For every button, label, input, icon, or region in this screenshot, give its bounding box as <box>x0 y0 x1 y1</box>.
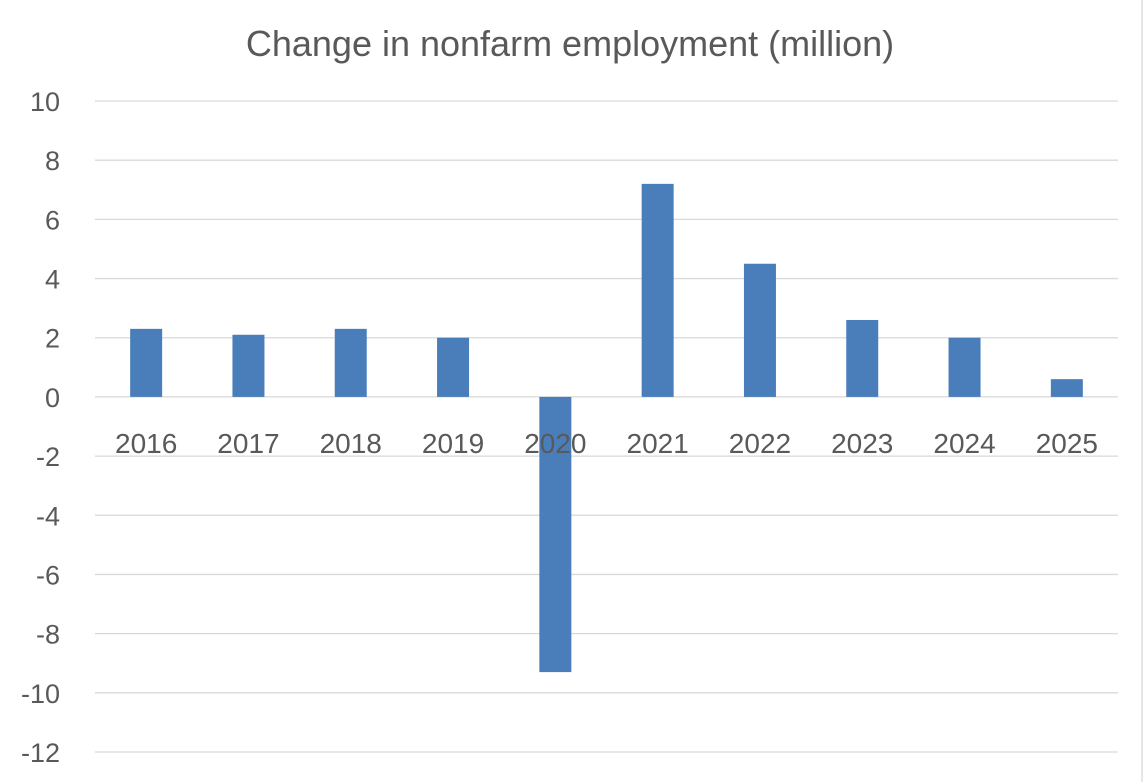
y-tick-label: 8 <box>45 146 60 176</box>
y-tick-label: 0 <box>45 383 60 413</box>
bar-2016 <box>130 328 163 397</box>
y-tick-label: -2 <box>36 442 60 472</box>
x-tick-label: 2024 <box>933 428 995 459</box>
bar-2022 <box>743 263 776 397</box>
y-tick-label: -12 <box>21 738 60 768</box>
x-tick-label: 2021 <box>627 428 689 459</box>
bar-2019 <box>437 337 470 397</box>
y-tick-label: 6 <box>45 205 60 235</box>
y-tick-label: 4 <box>45 265 60 295</box>
bar-2020 <box>539 396 572 673</box>
chart-title: Change in nonfarm employment (million) <box>246 23 894 64</box>
bar-2021 <box>641 183 674 397</box>
x-tick-label: 2025 <box>1036 428 1098 459</box>
y-tick-label: -10 <box>21 679 60 709</box>
y-tick-label: 2 <box>45 324 60 354</box>
bar-2025 <box>1050 379 1083 397</box>
y-tick-label: -4 <box>36 501 60 531</box>
x-tick-label: 2016 <box>115 428 177 459</box>
bar-2024 <box>948 337 981 397</box>
x-tick-label: 2017 <box>217 428 279 459</box>
gridlines <box>95 100 1118 753</box>
x-tick-label: 2020 <box>524 428 586 459</box>
bars <box>130 183 1083 673</box>
x-axis-tick-labels: 2016 2017 2018 2019 2020 2021 2022 2023 2024 2025 <box>115 428 1098 459</box>
bar-2018 <box>334 328 367 397</box>
y-tick-label: 10 <box>30 87 60 117</box>
x-tick-label: 2023 <box>831 428 893 459</box>
x-tick-label: 2018 <box>320 428 382 459</box>
bar-2017 <box>232 334 265 397</box>
y-tick-label: -6 <box>36 560 60 590</box>
bar-2023 <box>846 319 879 397</box>
x-tick-label: 2022 <box>729 428 791 459</box>
y-tick-label: -8 <box>36 620 60 650</box>
y-axis-tick-labels: 10 8 6 4 2 0 -2 -4 -6 -8 -10 -12 <box>21 87 60 768</box>
x-tick-label: 2019 <box>422 428 484 459</box>
